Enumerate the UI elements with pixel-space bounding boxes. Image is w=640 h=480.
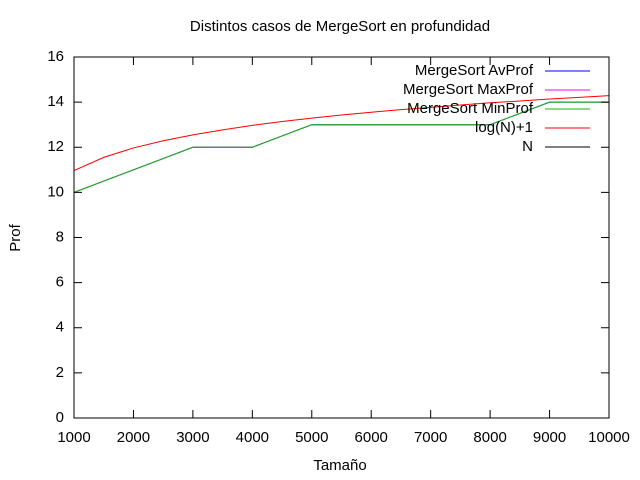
- y-tick-label: 8: [56, 228, 64, 245]
- chart-title: Distintos casos de MergeSort en profundi…: [190, 18, 490, 35]
- y-axis-label: Prof: [7, 223, 24, 251]
- x-tick-label: 7000: [414, 429, 447, 446]
- x-tick-label: 9000: [533, 429, 566, 446]
- legend-label: MergeSort MinProf: [407, 100, 534, 117]
- y-tick-label: 14: [47, 93, 64, 110]
- plot-area: [74, 95, 609, 193]
- y-tick-label: 16: [47, 48, 64, 65]
- legend-label: log(N)+1: [475, 119, 533, 136]
- series-line: [74, 95, 609, 171]
- series-line: [74, 101, 609, 193]
- x-tick-label: 2000: [117, 429, 150, 446]
- x-tick-label: 6000: [355, 429, 388, 446]
- x-tick-label: 1000: [57, 429, 90, 446]
- x-tick-label: 8000: [473, 429, 506, 446]
- y-tick-label: 6: [56, 274, 64, 291]
- y-tick-label: 10: [47, 183, 64, 200]
- y-tick-label: 4: [56, 319, 64, 336]
- y-tick-label: 2: [56, 364, 64, 381]
- legend-label: MergeSort MaxProf: [403, 81, 534, 98]
- legend-label: MergeSort AvProf: [415, 62, 534, 79]
- x-axis-label: Tamaño: [313, 457, 366, 474]
- x-tick-label: 3000: [176, 429, 209, 446]
- x-tick-label: 5000: [295, 429, 328, 446]
- legend-label: N: [522, 138, 533, 155]
- y-tick-label: 12: [47, 138, 64, 155]
- y-tick-label: 0: [56, 409, 64, 426]
- x-tick-label: 10000: [588, 429, 630, 446]
- x-tick-label: 4000: [236, 429, 269, 446]
